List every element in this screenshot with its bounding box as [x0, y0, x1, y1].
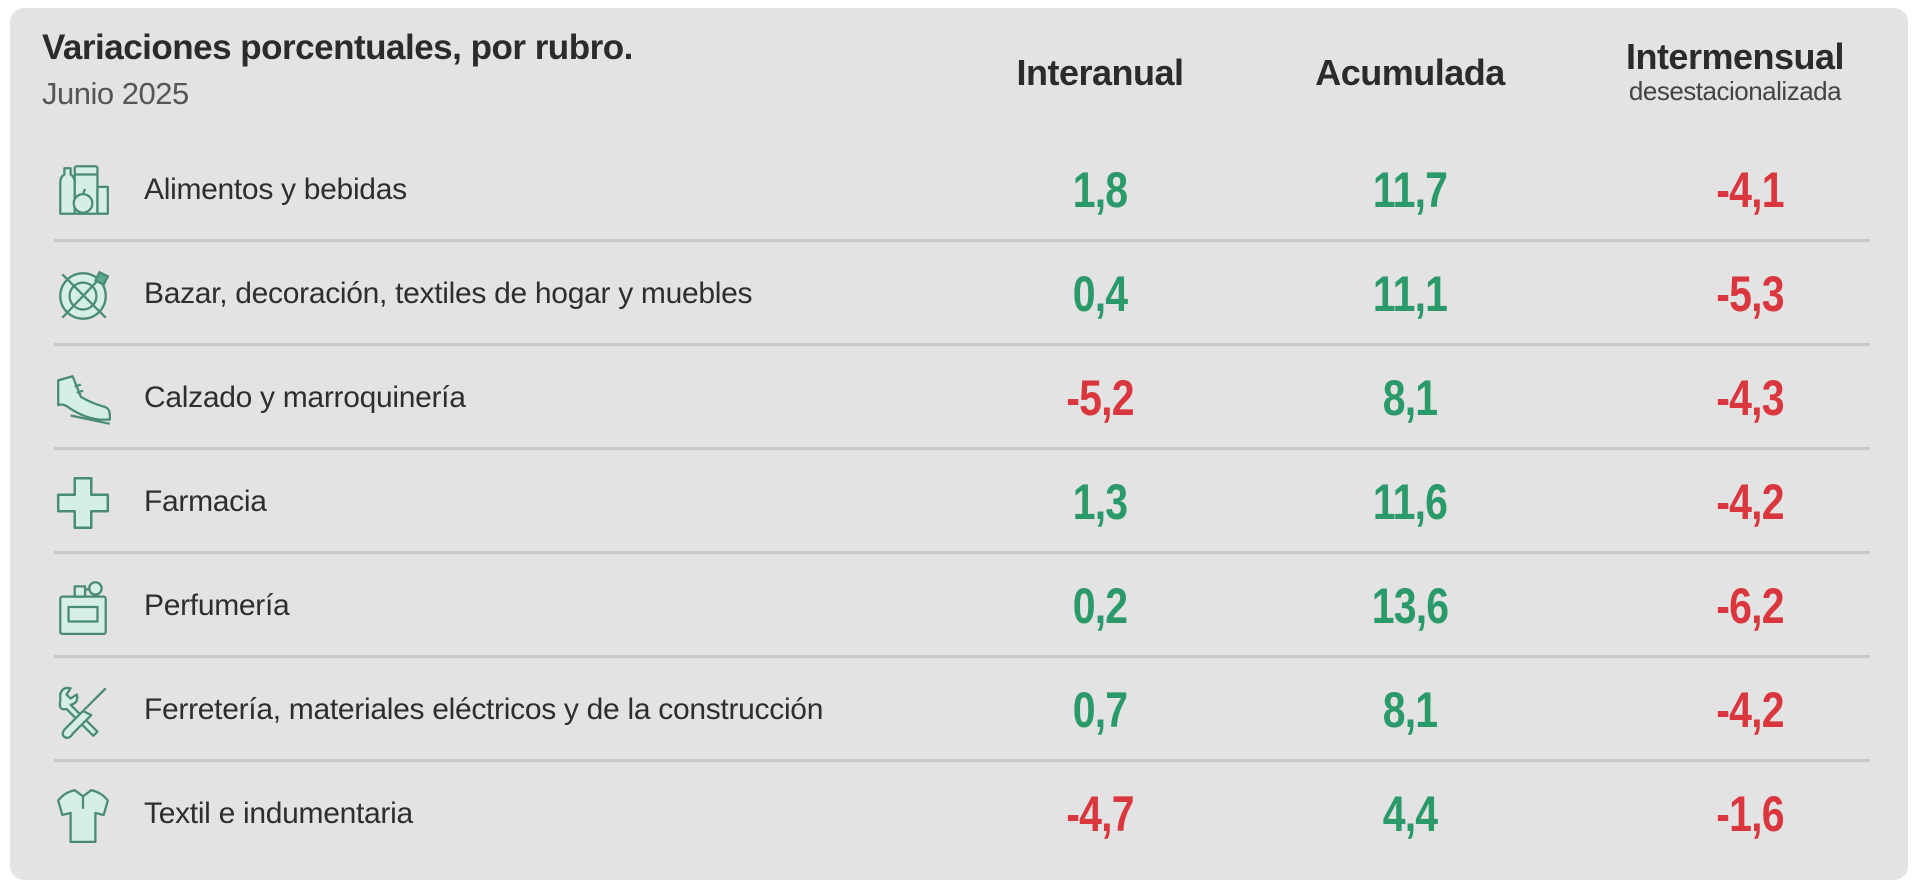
- row-label: Ferretería, materiales eléctricos y de l…: [144, 693, 824, 726]
- row-divider: [54, 239, 1870, 242]
- page-title: Variaciones porcentuales, por rubro.: [42, 28, 633, 67]
- table-row: Perfumería 0,2 13,6 -6,2: [40, 554, 1870, 658]
- column-header-intermensual: Intermensual desestacionalizada: [1570, 36, 1900, 107]
- tools-icon: [52, 680, 114, 742]
- row-label: Farmacia: [144, 485, 267, 518]
- shirt-icon: [52, 784, 114, 846]
- table-row: Alimentos y bebidas 1,8 11,7 -4,1: [40, 138, 1870, 242]
- value-intermensual: -1,6: [1716, 786, 1784, 842]
- value-intermensual: -6,2: [1716, 578, 1784, 634]
- value-interanual: 1,3: [1072, 474, 1128, 530]
- table-row: Farmacia 1,3 11,6 -4,2: [40, 450, 1870, 554]
- value-acumulada: 13,6: [1371, 578, 1449, 634]
- value-intermensual: -4,3: [1716, 370, 1784, 426]
- column-header-acumulada: Acumulada: [1270, 52, 1550, 94]
- table-row: Ferretería, materiales eléctricos y de l…: [40, 658, 1870, 762]
- value-intermensual: -4,2: [1716, 474, 1784, 530]
- value-intermensual: -4,2: [1716, 682, 1784, 738]
- table-row: Textil e indumentaria -4,7 4,4 -1,6: [40, 762, 1870, 866]
- row-divider: [54, 343, 1870, 346]
- table-row: Calzado y marroquinería -5,2 8,1 -4,3: [40, 346, 1870, 450]
- value-interanual: 1,8: [1072, 162, 1128, 218]
- row-label: Calzado y marroquinería: [144, 381, 466, 414]
- value-acumulada: 8,1: [1382, 370, 1438, 426]
- value-interanual: 0,4: [1072, 266, 1128, 322]
- column-header-label: Acumulada: [1315, 52, 1505, 93]
- groceries-icon: [52, 160, 114, 222]
- row-divider: [54, 551, 1870, 554]
- row-divider: [54, 655, 1870, 658]
- value-interanual: 0,2: [1072, 578, 1128, 634]
- row-label: Perfumería: [144, 589, 290, 622]
- value-intermensual: -4,1: [1716, 162, 1784, 218]
- value-interanual: 0,7: [1072, 682, 1128, 738]
- page-subtitle: Junio 2025: [42, 76, 189, 111]
- column-header-label: Interanual: [1016, 52, 1184, 93]
- summary-card: [10, 8, 1908, 880]
- value-acumulada: 8,1: [1382, 682, 1438, 738]
- row-label: Bazar, decoración, textiles de hogar y m…: [144, 277, 753, 310]
- value-acumulada: 11,1: [1372, 266, 1448, 322]
- column-header-label: Intermensual: [1625, 36, 1845, 77]
- pharmacy-cross-icon: [52, 472, 114, 534]
- row-divider: [54, 447, 1870, 450]
- column-header-sublabel: desestacionalizada: [1628, 76, 1842, 106]
- value-acumulada: 4,4: [1382, 786, 1438, 842]
- value-intermensual: -5,3: [1716, 266, 1784, 322]
- row-label: Alimentos y bebidas: [144, 173, 407, 206]
- row-label: Textil e indumentaria: [144, 797, 413, 830]
- value-acumulada: 11,7: [1372, 162, 1448, 218]
- plate-cutlery-icon: [52, 264, 114, 326]
- perfume-icon: [52, 576, 114, 638]
- value-interanual: -4,7: [1066, 786, 1134, 842]
- table-row: Bazar, decoración, textiles de hogar y m…: [40, 242, 1870, 346]
- shoe-icon: [52, 368, 114, 430]
- column-header-interanual: Interanual: [980, 52, 1220, 94]
- value-acumulada: 11,6: [1372, 474, 1448, 530]
- value-interanual: -5,2: [1066, 370, 1134, 426]
- row-divider: [54, 759, 1870, 762]
